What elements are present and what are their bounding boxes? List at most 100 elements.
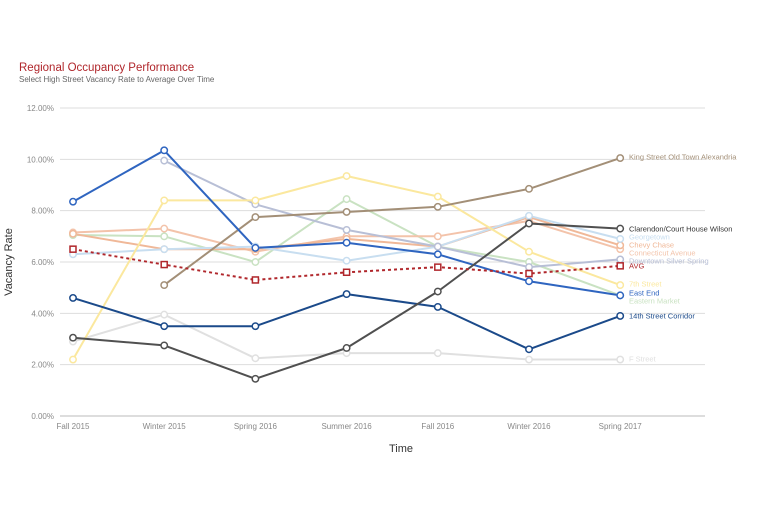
x-tick-label: Fall 2015 xyxy=(57,422,90,431)
x-tick-label: Spring 2017 xyxy=(599,422,643,431)
x-tick-label: Fall 2016 xyxy=(421,422,454,431)
data-point-14th-street-corridor xyxy=(433,302,442,311)
data-point-east-end xyxy=(160,146,169,155)
data-point-king-street-old-town-alexandria xyxy=(160,281,169,290)
data-point-connecticut-avenue xyxy=(160,224,169,233)
y-axis-label: Vacancy Rate xyxy=(3,228,15,296)
series-line-king-street-old-town-alexandria xyxy=(163,157,621,286)
data-point-king-street-old-town-alexandria xyxy=(525,184,533,193)
data-point-clarendon-court-house-wilson xyxy=(525,219,533,228)
data-point-f-street xyxy=(251,354,260,363)
data-point-king-street-old-town-alexandria xyxy=(342,208,351,216)
data-point-avg xyxy=(69,245,77,253)
data-point-avg xyxy=(616,262,624,270)
x-axis-label: Time xyxy=(389,443,413,455)
y-tick-label: 0.00% xyxy=(31,412,54,421)
data-point-f-street xyxy=(525,355,533,364)
x-tick-label: Summer 2016 xyxy=(321,422,372,431)
legend-label: King Street Old Town Alexandria xyxy=(629,153,737,162)
data-point-east-end xyxy=(69,197,77,206)
y-tick-labels: 0.00% 2.00% 4.00% 6.00% 8.00% 10.00% 12.00% xyxy=(27,104,54,421)
data-point-east-end xyxy=(342,238,351,247)
data-point-east-end xyxy=(433,250,442,259)
series-line-14th-street-corridor xyxy=(72,293,621,351)
x-tick-labels: Fall 2015 Winter 2015 Spring 2016 Summer 20… xyxy=(57,422,643,431)
data-point-7th-street xyxy=(251,196,260,205)
data-point-eastern-market xyxy=(160,232,169,241)
data-point-14th-street-corridor xyxy=(616,311,625,320)
data-point-14th-street-corridor xyxy=(69,293,77,302)
series-line-7th-street xyxy=(72,175,621,360)
data-point-downtown-silver-spring xyxy=(525,263,533,272)
data-point-king-street-old-town-alexandria xyxy=(616,154,625,163)
data-point-downtown-silver-spring xyxy=(342,225,351,234)
legend-label: Georgetown xyxy=(629,233,670,242)
legend: King Street Old Town Alexandria Clarendon… xyxy=(629,153,737,364)
y-tick-label: 12.00% xyxy=(27,104,54,113)
x-tick-label: Spring 2016 xyxy=(234,422,278,431)
data-point-14th-street-corridor xyxy=(525,345,533,354)
legend-label: AVG xyxy=(629,262,644,271)
legend-label: Eastern Market xyxy=(629,297,681,306)
data-point-clarendon-court-house-wilson xyxy=(342,344,351,352)
chart-subtitle: Select High Street Vacancy Rate to Avera… xyxy=(19,75,215,84)
data-point-east-end xyxy=(616,291,625,300)
data-point-avg xyxy=(434,263,442,271)
data-point-clarendon-court-house-wilson xyxy=(69,333,77,342)
data-point-7th-street xyxy=(160,196,169,205)
data-point-clarendon-court-house-wilson xyxy=(251,374,260,383)
data-point-clarendon-court-house-wilson xyxy=(160,341,169,350)
legend-label: F Street xyxy=(629,355,657,364)
y-tick-label: 4.00% xyxy=(31,309,54,318)
data-point-avg xyxy=(160,260,168,269)
legend-label: East End xyxy=(629,289,659,298)
data-point-avg xyxy=(525,269,533,278)
x-tick-label: Winter 2015 xyxy=(143,422,187,431)
data-point-14th-street-corridor xyxy=(342,290,351,299)
data-point-f-street xyxy=(433,349,442,358)
x-tick-label: Winter 2016 xyxy=(507,422,551,431)
series-line-downtown-silver-spring xyxy=(163,159,621,269)
data-point-chevy-chase xyxy=(616,241,625,250)
data-point-7th-street xyxy=(525,247,533,256)
data-point-downtown-silver-spring xyxy=(616,255,625,264)
data-point-east-end xyxy=(525,277,533,286)
y-tick-label: 10.00% xyxy=(27,155,54,164)
data-point-f-street xyxy=(160,310,169,319)
data-point-14th-street-corridor xyxy=(251,322,260,331)
data-point-7th-street xyxy=(616,281,625,290)
legend-label: Clarendon/Court House Wilson xyxy=(629,225,732,234)
data-point-clarendon-court-house-wilson xyxy=(616,224,625,233)
data-point-eastern-market xyxy=(251,258,260,266)
legend-label: 14th Street Corridor xyxy=(629,312,695,321)
data-point-downtown-silver-spring xyxy=(160,156,169,165)
data-point-14th-street-corridor xyxy=(160,322,169,331)
data-point-connecticut-avenue xyxy=(433,232,442,241)
data-point-f-street xyxy=(616,355,625,364)
legend-label: Connecticut Avenue xyxy=(629,249,696,258)
data-point-clarendon-court-house-wilson xyxy=(433,287,442,296)
data-point-georgetown xyxy=(525,211,533,220)
y-tick-label: 2.00% xyxy=(31,361,54,370)
data-point-7th-street xyxy=(69,355,77,364)
legend-label: 7th Street xyxy=(629,280,662,289)
data-point-7th-street xyxy=(433,192,442,201)
series-markers xyxy=(69,146,625,383)
data-point-7th-street xyxy=(342,172,351,180)
chart-title: Regional Occupancy Performance xyxy=(19,62,195,74)
data-point-downtown-silver-spring xyxy=(433,242,442,251)
data-point-eastern-market xyxy=(342,195,351,204)
y-tick-label: 8.00% xyxy=(31,207,54,216)
data-point-avg xyxy=(251,276,260,284)
data-point-avg xyxy=(342,268,351,277)
legend-label: Downtown Silver Spring xyxy=(629,257,709,266)
data-point-chevy-chase xyxy=(69,229,77,238)
data-point-king-street-old-town-alexandria xyxy=(251,213,260,222)
data-point-georgetown xyxy=(160,245,169,254)
y-tick-label: 6.00% xyxy=(31,258,54,267)
data-point-east-end xyxy=(251,243,260,252)
data-point-georgetown xyxy=(616,234,625,243)
legend-label: Chevy Chase xyxy=(629,241,674,250)
data-point-king-street-old-town-alexandria xyxy=(433,202,442,211)
